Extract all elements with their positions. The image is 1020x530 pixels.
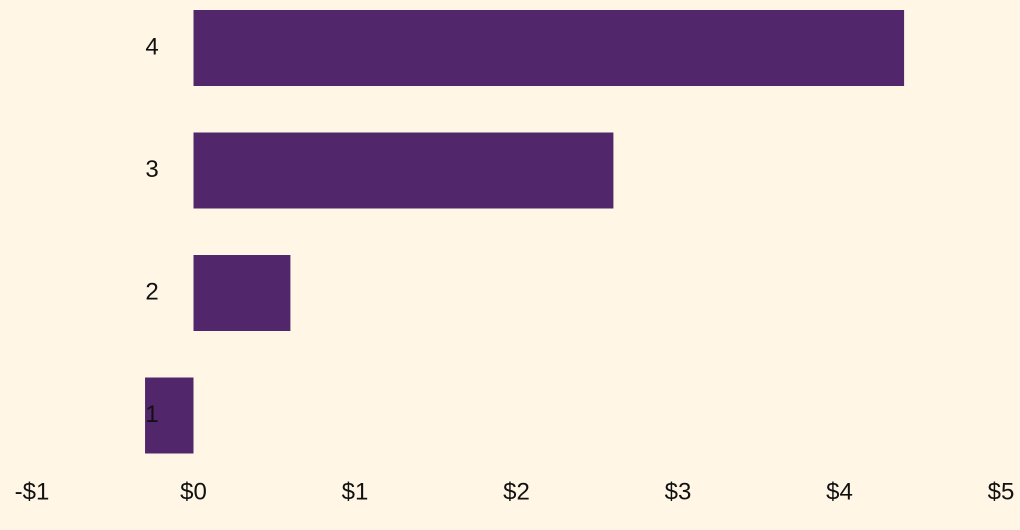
x-tick-label: $4 (826, 478, 853, 505)
y-tick-label: 3 (145, 156, 158, 183)
y-tick-label: 4 (145, 33, 158, 60)
x-tick-label: -$1 (15, 478, 50, 505)
bar (193, 132, 614, 209)
bar (145, 377, 194, 454)
x-tick-label: $5 (988, 478, 1015, 505)
x-tick-label: $1 (342, 478, 369, 505)
x-tick-label: $0 (180, 478, 207, 505)
y-tick-label: 2 (145, 278, 158, 305)
x-tick-label: $2 (503, 478, 530, 505)
x-tick-label: $3 (665, 478, 692, 505)
bar (193, 10, 905, 86)
bar (193, 255, 291, 331)
y-tick-label: 1 (145, 401, 158, 428)
